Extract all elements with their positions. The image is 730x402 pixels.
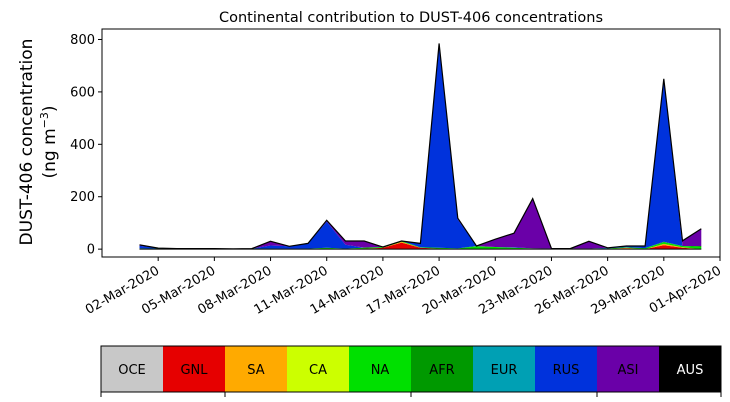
legend-label-afr: AFR [429, 363, 454, 378]
y-axis-label-line2: (ng m−3) [38, 105, 60, 178]
legend-label-asi: ASI [618, 363, 639, 378]
total-line [139, 43, 702, 250]
y-tick-label: 600 [70, 85, 95, 100]
series-area-asi [139, 43, 702, 249]
legend-label-na: NA [371, 363, 390, 378]
legend-label-gnl: GNL [180, 363, 208, 378]
legend-label-sa: SA [247, 363, 264, 378]
legend-swatch-ca [287, 346, 350, 392]
legend-swatch-aus [659, 346, 722, 392]
legend-swatch-na [349, 346, 412, 392]
series-area-rus [139, 43, 702, 249]
plot-area: 020040060080002-Mar-202005-Mar-202008-Ma… [70, 28, 724, 318]
legend-label-ca: CA [309, 363, 327, 378]
legend-swatch-asi [597, 346, 660, 392]
legend-label-eur: EUR [491, 363, 518, 378]
continent-legend: OCE GNL SA CA NA AFR EUR RUS ASI AUS [100, 345, 722, 397]
legend-label-aus: AUS [677, 363, 704, 378]
legend-swatch-gnl [163, 346, 226, 392]
y-tick-label: 200 [70, 190, 95, 205]
y-axis-unit-suffix: ) [40, 105, 60, 112]
y-axis-unit-prefix: (ng m [40, 128, 60, 178]
legend-swatch-afr [411, 346, 474, 392]
y-axis-label-line1: DUST-406 concentration [17, 39, 37, 246]
legend-swatch-rus [535, 346, 598, 392]
legend-label-oce: OCE [118, 363, 146, 378]
plot-frame [101, 28, 721, 258]
y-axis-unit-exponent: −3 [38, 112, 51, 128]
y-tick-label: 800 [70, 33, 95, 48]
legend-swatch-oce [101, 346, 164, 392]
legend-swatch-sa [225, 346, 288, 392]
legend-swatch-eur [473, 346, 536, 392]
legend-label-rus: RUS [553, 363, 580, 378]
chart-title: Continental contribution to DUST-406 con… [219, 10, 603, 26]
y-tick-label: 400 [70, 138, 95, 153]
y-axis-label: DUST-406 concentration (ng m−3) [17, 39, 60, 246]
series-area-na [139, 241, 702, 250]
y-tick-label: 0 [87, 243, 95, 258]
